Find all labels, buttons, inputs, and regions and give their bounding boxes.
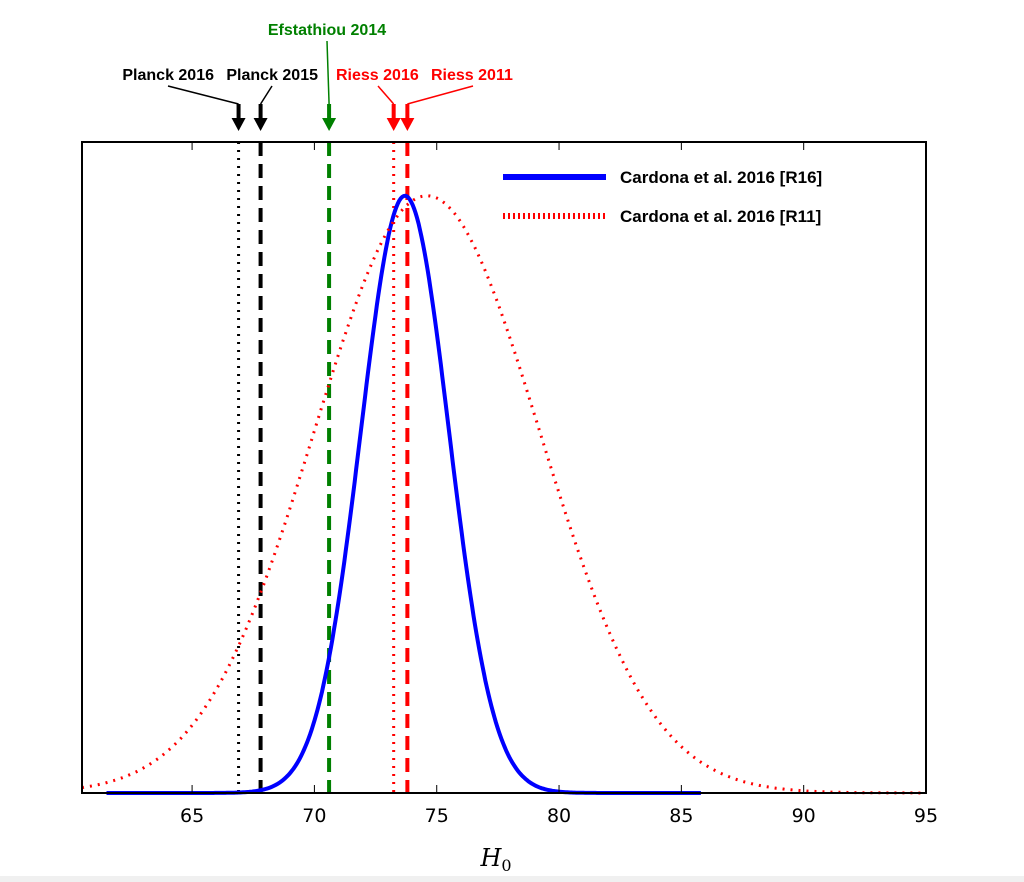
down-arrow-icon xyxy=(322,104,337,131)
x-tick-label: 85 xyxy=(669,805,693,827)
x-tick-label: 80 xyxy=(547,805,571,827)
down-arrow-icon xyxy=(253,104,268,131)
legend-label-r11: Cardona et al. 2016 [R11] xyxy=(620,207,821,226)
x-tick-label: 65 xyxy=(180,805,204,827)
down-arrow-icon xyxy=(386,104,401,131)
down-arrow-icon xyxy=(400,104,415,131)
x-axis-label: H0 xyxy=(479,844,511,875)
reference-lines: Planck 2016 Planck 2015 Efstathiou 2014 Rie… xyxy=(122,22,513,793)
label-leader-line xyxy=(326,40,330,105)
x-tick-label: 70 xyxy=(302,805,326,827)
reference-label: Planck 2016 xyxy=(122,67,214,84)
label-leader-line xyxy=(377,85,395,105)
down-arrow-icon xyxy=(231,104,246,131)
x-tick-label: 90 xyxy=(792,805,816,827)
series-curve-0 xyxy=(106,193,701,795)
reference-label: Riess 2011 xyxy=(431,67,513,84)
series-curve-1 xyxy=(81,194,926,795)
reference-label: Efstathiou 2014 xyxy=(268,22,386,39)
plot-frame xyxy=(81,141,927,794)
x-tick-label: 75 xyxy=(425,805,449,827)
legend: Cardona et al. 2016 [R16] Cardona et al.… xyxy=(503,168,822,226)
x-tick-label: 95 xyxy=(914,805,938,827)
reference-label: Riess 2016 xyxy=(336,67,419,84)
bottom-strip xyxy=(0,876,1024,882)
label-leader-line xyxy=(167,85,239,105)
x-ticks: 65 70 75 80 85 90 95 xyxy=(180,142,938,827)
reference-label: Planck 2015 xyxy=(226,67,318,84)
legend-label-r16: Cardona et al. 2016 [R16] xyxy=(620,168,822,187)
label-leader-line xyxy=(259,85,273,105)
curves xyxy=(81,193,926,795)
label-leader-line xyxy=(407,85,474,105)
